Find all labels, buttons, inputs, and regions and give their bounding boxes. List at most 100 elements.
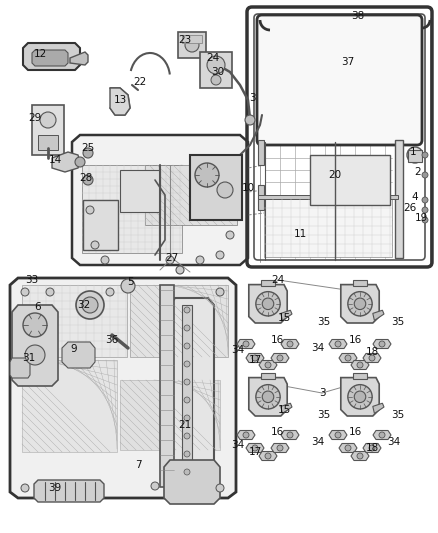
Circle shape [40, 112, 56, 128]
Circle shape [348, 292, 372, 316]
Circle shape [335, 432, 341, 438]
Text: 13: 13 [113, 95, 127, 105]
Bar [200, 52, 232, 88]
Circle shape [217, 182, 233, 198]
Bar [353, 280, 367, 286]
Polygon shape [249, 285, 287, 323]
Text: 34: 34 [231, 345, 245, 355]
Bar [22, 285, 127, 357]
Text: 24: 24 [206, 53, 219, 63]
Text: 16: 16 [270, 427, 284, 437]
Text: 35: 35 [318, 410, 331, 420]
Polygon shape [373, 431, 391, 440]
Circle shape [216, 484, 224, 492]
Bar [258, 195, 398, 199]
Bar [160, 285, 174, 487]
Text: 31: 31 [22, 353, 35, 363]
Bar [310, 155, 390, 205]
Text: 32: 32 [78, 300, 91, 310]
Circle shape [23, 313, 47, 337]
Circle shape [345, 355, 351, 361]
Circle shape [256, 292, 280, 316]
Text: 16: 16 [270, 335, 284, 345]
Polygon shape [373, 340, 391, 349]
Text: 15: 15 [277, 313, 291, 323]
Circle shape [265, 362, 271, 368]
Bar [190, 155, 242, 220]
Text: 18: 18 [365, 347, 378, 357]
Circle shape [184, 415, 190, 421]
Circle shape [243, 341, 249, 347]
Circle shape [91, 241, 99, 249]
Bar [130, 285, 228, 357]
Polygon shape [339, 353, 357, 362]
Polygon shape [281, 403, 292, 414]
Polygon shape [363, 353, 381, 362]
Circle shape [277, 355, 283, 361]
Circle shape [184, 397, 190, 403]
Polygon shape [281, 340, 299, 349]
Text: 18: 18 [365, 443, 378, 453]
Circle shape [354, 298, 366, 310]
Bar [408, 150, 422, 162]
Text: 17: 17 [248, 355, 261, 365]
Circle shape [82, 297, 98, 313]
Circle shape [184, 325, 190, 331]
Text: 33: 33 [25, 275, 39, 285]
Bar [264, 199, 392, 257]
Circle shape [176, 266, 184, 274]
Circle shape [335, 341, 341, 347]
Polygon shape [259, 451, 277, 461]
Circle shape [184, 343, 190, 349]
Circle shape [357, 362, 363, 368]
Circle shape [76, 291, 104, 319]
Bar [120, 380, 220, 450]
Circle shape [252, 355, 258, 361]
Circle shape [196, 256, 204, 264]
Text: 39: 39 [48, 483, 62, 493]
Text: 24: 24 [272, 275, 285, 285]
Polygon shape [373, 310, 384, 320]
Circle shape [422, 217, 428, 223]
Circle shape [185, 38, 199, 52]
Circle shape [21, 484, 29, 492]
Text: 6: 6 [35, 302, 41, 312]
Text: 28: 28 [79, 173, 92, 183]
Circle shape [357, 453, 363, 459]
Circle shape [166, 256, 174, 264]
Circle shape [243, 432, 249, 438]
Circle shape [184, 433, 190, 439]
Text: 34: 34 [231, 440, 245, 450]
Text: 37: 37 [341, 57, 355, 67]
Circle shape [354, 391, 366, 402]
Circle shape [369, 355, 375, 361]
Bar [120, 170, 160, 212]
Text: 3: 3 [319, 388, 325, 398]
Circle shape [265, 453, 271, 459]
Circle shape [83, 148, 93, 158]
Text: 20: 20 [328, 170, 342, 180]
Polygon shape [351, 360, 369, 369]
Circle shape [184, 307, 190, 313]
Circle shape [216, 251, 224, 259]
Text: 12: 12 [33, 49, 46, 59]
Polygon shape [10, 278, 236, 498]
Text: 5: 5 [127, 277, 133, 287]
Circle shape [207, 56, 225, 74]
Text: 35: 35 [318, 317, 331, 327]
Bar [258, 185, 264, 210]
Circle shape [83, 175, 93, 185]
Circle shape [184, 361, 190, 367]
Polygon shape [62, 342, 95, 368]
Text: 1: 1 [410, 147, 416, 157]
Circle shape [422, 152, 428, 158]
Circle shape [86, 206, 94, 214]
Bar [32, 105, 64, 155]
Polygon shape [110, 88, 130, 115]
Bar [395, 140, 403, 258]
Polygon shape [351, 451, 369, 461]
Text: 9: 9 [71, 344, 78, 354]
Text: 17: 17 [248, 447, 261, 457]
Circle shape [277, 445, 283, 451]
Text: 34: 34 [387, 437, 401, 447]
